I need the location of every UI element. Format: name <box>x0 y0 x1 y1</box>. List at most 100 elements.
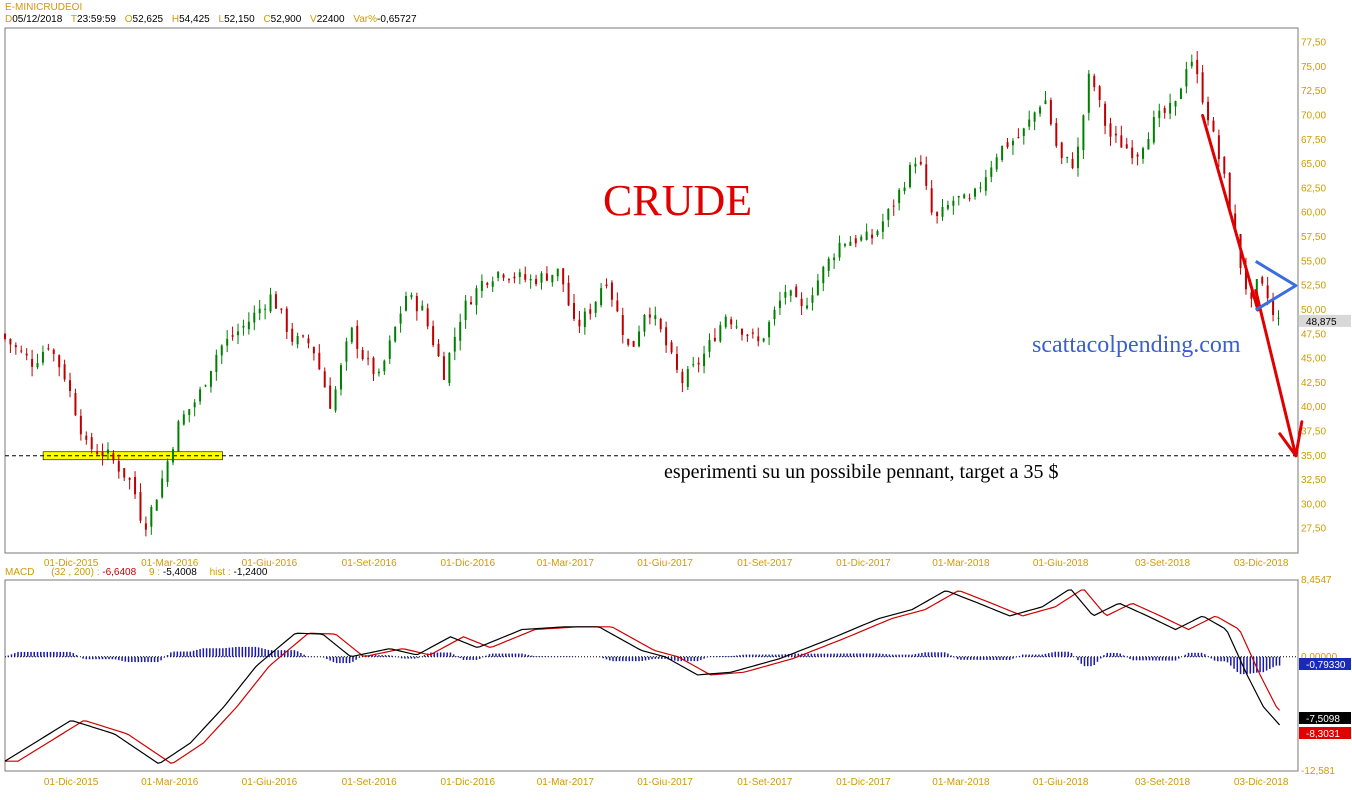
price-y-tick: 35,00 <box>1301 451 1326 462</box>
candle-body <box>215 354 218 372</box>
candle-body <box>291 328 294 342</box>
candle-body <box>323 371 326 388</box>
candle-body <box>919 161 922 165</box>
candle-body <box>302 335 305 337</box>
candle-body <box>388 340 391 359</box>
candle-body <box>41 352 44 363</box>
red-arrow-line <box>1254 289 1298 458</box>
zero-badge-label: -0,79330 <box>1306 660 1346 671</box>
candle-body <box>562 268 565 285</box>
candle-body <box>237 331 240 336</box>
candle-body <box>876 231 879 236</box>
candle-body <box>795 286 798 297</box>
candle-body <box>1179 88 1182 100</box>
candle-body <box>833 257 836 261</box>
candle-body <box>442 356 445 380</box>
candle-body <box>79 415 82 435</box>
macd-x-tick: 01-Dic-2017 <box>836 777 891 788</box>
candle-body <box>762 338 765 342</box>
macd-signal-line <box>5 589 1281 764</box>
candle-body <box>226 338 229 346</box>
candle-body <box>589 309 592 314</box>
pennant-note: esperimenti su un possibile pennant, tar… <box>664 461 1059 483</box>
candle-body <box>1066 157 1069 159</box>
price-x-tick: 01-Set-2016 <box>342 558 397 569</box>
candle-body <box>1277 317 1280 319</box>
price-y-tick: 67,50 <box>1301 135 1326 146</box>
volume-label: V <box>310 14 317 25</box>
price-x-tick: 01-Set-2017 <box>737 558 792 569</box>
candle-body <box>1136 154 1139 157</box>
candle-body <box>1049 100 1052 125</box>
candle-body <box>475 288 478 306</box>
candle-body <box>280 308 283 310</box>
hist-value: -1,2400 <box>233 567 268 578</box>
macd-panel: 01-Dic-2015 01-Mar-2016 01-Giu-2016 01-Set-… <box>4 575 1351 788</box>
candle-body <box>990 167 993 177</box>
price-y-tick: 72,50 <box>1301 86 1326 97</box>
candle-body <box>713 337 716 341</box>
candle-body <box>854 238 857 244</box>
candle-body <box>730 319 733 325</box>
candle-body <box>1185 69 1188 87</box>
close-label: C <box>263 14 271 25</box>
candle-body <box>681 371 684 384</box>
candle-body <box>421 305 424 311</box>
annotation-layer: CRUDE scattacolpending.com esperimenti su … <box>603 114 1304 483</box>
macd-x-tick: 01-Mar-2017 <box>537 777 595 788</box>
candle-body <box>968 198 971 200</box>
var-label: Var% <box>353 14 378 25</box>
candle-body <box>1147 139 1150 150</box>
candle-body <box>1001 145 1004 161</box>
candle-body <box>1114 133 1117 136</box>
candle-body <box>1044 100 1047 105</box>
candle-body <box>356 325 359 349</box>
price-y-tick: 30,00 <box>1301 499 1326 510</box>
candle-body <box>1255 279 1258 300</box>
price-x-tick: 01-Giu-2018 <box>1033 558 1089 569</box>
candle-body <box>9 339 12 345</box>
candle-body <box>448 352 451 384</box>
candle-body <box>171 449 174 463</box>
candle-body <box>627 338 630 345</box>
price-x-tick: 01-Dic-2016 <box>441 558 496 569</box>
price-y-tick: 70,00 <box>1301 111 1326 122</box>
candle-body <box>908 165 911 188</box>
price-y-tick: 62,50 <box>1301 183 1326 194</box>
candle-body <box>535 278 538 285</box>
candle-body <box>1142 148 1145 159</box>
signal-badge <box>1299 727 1351 739</box>
candle-body <box>367 358 370 360</box>
price-y-tick: 40,00 <box>1301 402 1326 413</box>
candle-body <box>573 303 576 319</box>
candle-body <box>800 298 803 307</box>
candle-body <box>166 461 169 483</box>
candle-body <box>1250 292 1253 299</box>
candle-body <box>1207 101 1210 121</box>
high-label: H <box>171 14 180 25</box>
candle-body <box>524 274 527 280</box>
candle-body <box>638 331 641 347</box>
candle-body <box>686 369 689 387</box>
candle-body <box>383 360 386 372</box>
candle-body <box>20 350 23 352</box>
candle-body <box>188 409 191 416</box>
price-x-tick: 01-Mar-2018 <box>932 558 990 569</box>
candle-body <box>480 281 483 291</box>
candle-body <box>123 468 126 478</box>
macd-y-tick: 8,4547 <box>1301 575 1332 586</box>
candle-body <box>350 327 353 343</box>
candle-body <box>556 268 559 277</box>
candle-body <box>507 279 510 281</box>
candle-body <box>47 348 50 350</box>
candle-body <box>551 274 554 283</box>
macd-x-tick: 01-Giu-2018 <box>1033 777 1089 788</box>
candle-body <box>903 187 906 192</box>
macd-x-tick: 01-Giu-2016 <box>242 777 298 788</box>
candle-body <box>1152 117 1155 143</box>
candle-body <box>665 327 668 346</box>
macd-line <box>4 589 1281 764</box>
candle-body <box>253 312 256 323</box>
zero-badge <box>1299 658 1351 670</box>
